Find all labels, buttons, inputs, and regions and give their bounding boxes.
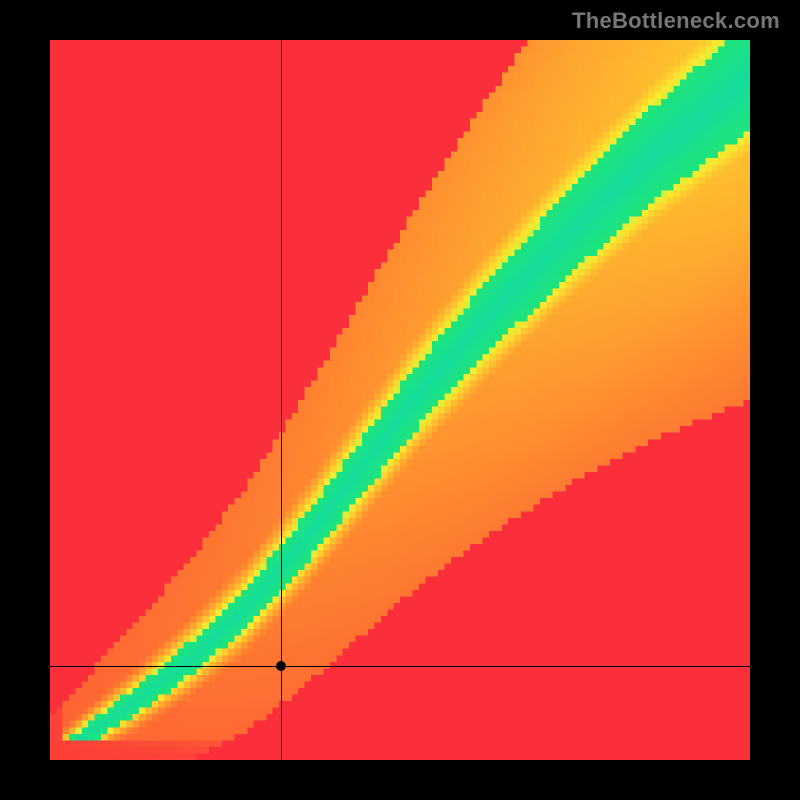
crosshair-horizontal (50, 666, 750, 667)
heatmap-canvas (50, 40, 750, 760)
watermark-text: TheBottleneck.com (572, 8, 780, 34)
crosshair-marker (276, 661, 286, 671)
crosshair-vertical (281, 40, 282, 760)
heatmap-plot (50, 40, 750, 760)
